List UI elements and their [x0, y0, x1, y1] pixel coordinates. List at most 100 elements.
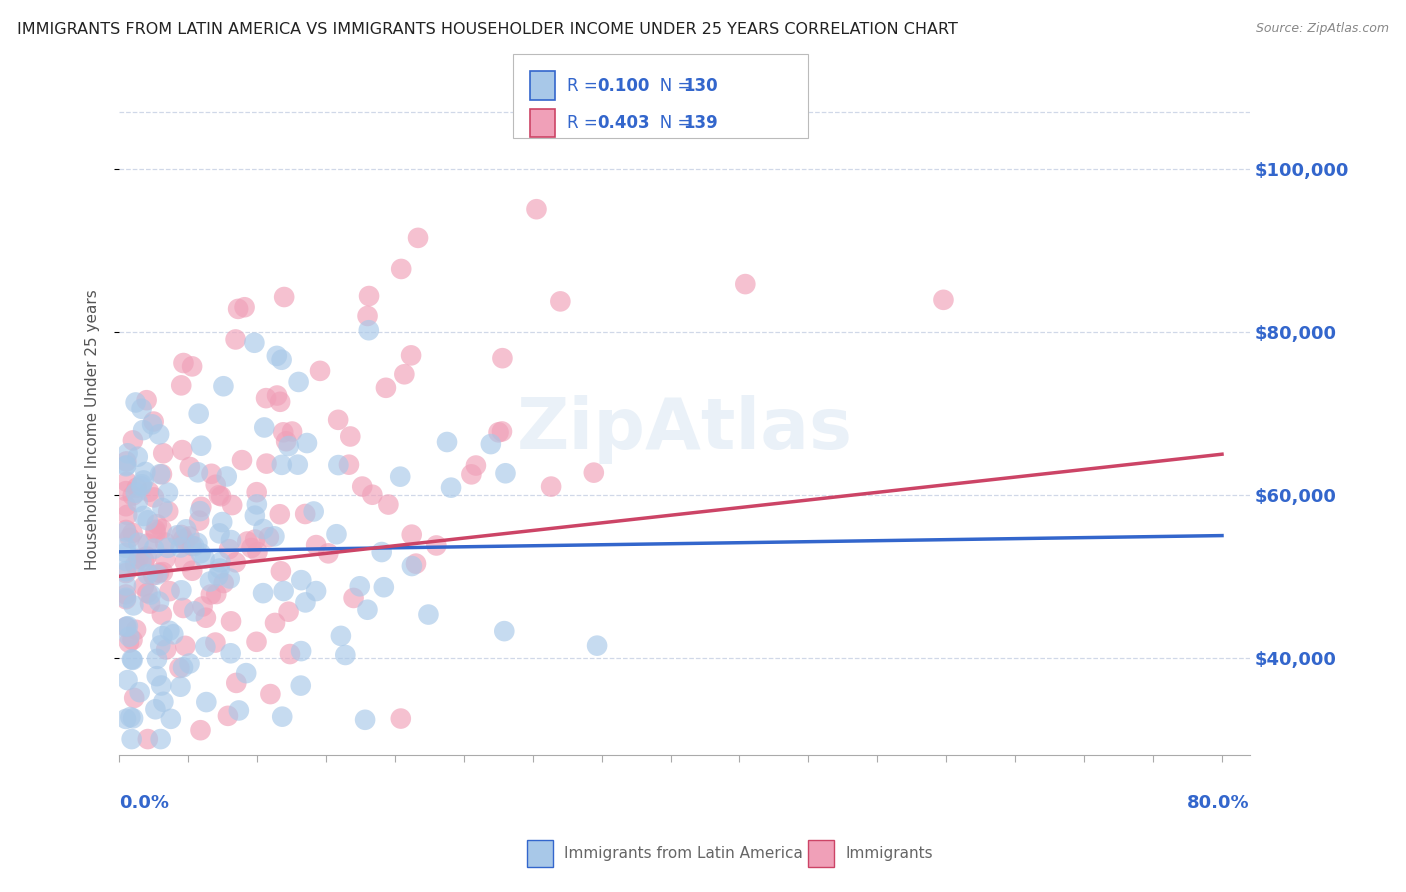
Point	[425, 539, 447, 553]
Point	[266, 349, 288, 363]
Point	[273, 584, 295, 599]
Point	[183, 539, 205, 553]
Point	[271, 709, 294, 723]
Point	[329, 629, 352, 643]
Point	[125, 485, 148, 500]
Point	[131, 477, 153, 491]
Point	[269, 394, 291, 409]
Point	[143, 541, 166, 556]
Point	[142, 568, 165, 582]
Point	[389, 469, 412, 483]
Point	[354, 713, 377, 727]
Text: IMMIGRANTS FROM LATIN AMERICA VS IMMIGRANTS HOUSEHOLDER INCOME UNDER 25 YEARS CO: IMMIGRANTS FROM LATIN AMERICA VS IMMIGRA…	[17, 22, 957, 37]
Point	[135, 393, 157, 408]
Point	[115, 523, 138, 537]
Point	[193, 551, 215, 566]
Text: 139: 139	[683, 114, 718, 132]
Point	[200, 587, 222, 601]
Point	[134, 554, 156, 568]
Point	[217, 709, 239, 723]
Point	[190, 723, 212, 738]
Point	[149, 639, 172, 653]
Point	[195, 695, 218, 709]
Point	[399, 348, 422, 362]
Point	[152, 695, 174, 709]
Point	[236, 534, 259, 549]
Point	[190, 439, 212, 453]
Text: 0.0%: 0.0%	[120, 795, 169, 813]
Point	[115, 454, 138, 468]
Point	[259, 687, 281, 701]
Point	[219, 615, 242, 629]
Point	[179, 529, 201, 543]
Point	[132, 474, 155, 488]
Point	[149, 467, 172, 482]
Point	[115, 508, 138, 522]
Point	[136, 513, 159, 527]
Point	[115, 484, 138, 499]
Point	[254, 391, 277, 405]
Point	[174, 522, 197, 536]
Point	[225, 676, 247, 690]
Point	[263, 529, 285, 543]
Text: N =: N =	[644, 77, 696, 95]
Point	[118, 531, 141, 545]
Point	[127, 535, 149, 549]
Point	[233, 300, 256, 314]
Point	[276, 434, 298, 449]
Point	[464, 458, 486, 473]
Point	[194, 640, 217, 654]
Point	[305, 538, 328, 552]
Point	[245, 635, 267, 649]
Point	[139, 597, 162, 611]
Point	[172, 443, 194, 458]
Point	[328, 413, 350, 427]
Point	[115, 541, 138, 555]
Point	[150, 679, 173, 693]
Point	[117, 619, 139, 633]
Point	[150, 522, 173, 536]
Point	[145, 702, 167, 716]
Point	[377, 498, 399, 512]
Point	[118, 630, 141, 644]
Point	[495, 467, 517, 481]
Point	[145, 523, 167, 537]
Point	[243, 335, 266, 350]
Point	[117, 673, 139, 687]
Point	[121, 632, 143, 647]
Point	[115, 620, 138, 634]
Point	[115, 620, 138, 634]
Point	[152, 446, 174, 460]
Point	[124, 558, 146, 572]
Point	[204, 635, 226, 649]
Point	[257, 530, 280, 544]
Point	[136, 732, 159, 747]
Text: R =: R =	[567, 77, 603, 95]
Point	[170, 528, 193, 542]
Point	[494, 624, 516, 639]
Point	[540, 479, 562, 493]
Point	[246, 545, 269, 559]
Point	[270, 352, 292, 367]
Point	[243, 533, 266, 547]
Point	[138, 484, 160, 499]
Point	[550, 294, 572, 309]
Point	[131, 555, 153, 569]
Point	[218, 571, 240, 585]
Point	[127, 495, 149, 509]
Point	[287, 458, 309, 472]
Point	[207, 569, 229, 583]
Point	[357, 289, 380, 303]
Point	[440, 481, 463, 495]
Point	[200, 467, 222, 481]
Point	[159, 584, 181, 599]
Point	[142, 415, 165, 429]
Point	[734, 277, 756, 291]
Point	[271, 425, 294, 440]
Point	[290, 573, 312, 587]
Text: R =: R =	[567, 114, 603, 132]
Point	[204, 477, 226, 491]
Point	[118, 636, 141, 650]
Point	[212, 576, 235, 591]
Point	[253, 420, 276, 434]
